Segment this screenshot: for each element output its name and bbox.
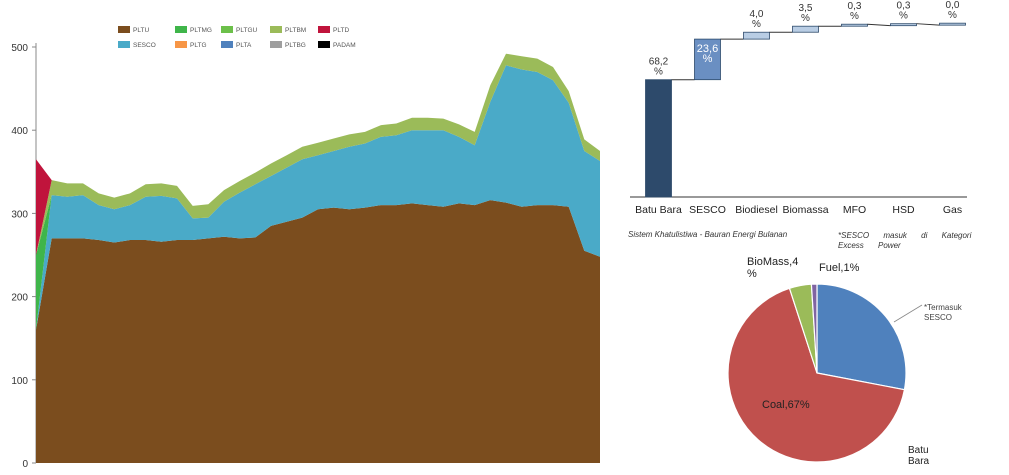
legend-label: PLTBG	[285, 42, 306, 49]
waterfall-value-label: %	[801, 13, 810, 24]
pie-chart: Coal,67% BioMass,4% Fuel,1% *Termasuk SESCO B…	[612, 232, 1009, 470]
waterfall-category-label: Batu Bara	[635, 204, 682, 216]
pie-slice-0	[816, 283, 907, 391]
pie-label-biomass: BioMass,4	[747, 256, 798, 268]
legend-swatch	[175, 26, 187, 33]
pie-label-coal: Coal,67%	[762, 399, 810, 411]
waterfall-category-label: HSD	[892, 204, 915, 216]
waterfall-bar-hsd	[890, 23, 917, 27]
waterfall-category-label: Biomassa	[782, 204, 828, 216]
y-tick-label: 100	[11, 376, 28, 387]
waterfall-value-label: 4,0	[750, 9, 764, 20]
waterfall-category-label: Biodiesel	[735, 204, 778, 216]
waterfall-bar-gas	[939, 22, 966, 26]
waterfall-caption: Sistem Khatulistiwa - Bauran Energi Bula…	[628, 230, 788, 239]
legend-label: PLTU	[133, 27, 149, 34]
waterfall-value-label: %	[752, 19, 761, 30]
waterfall-value-label: %	[703, 53, 713, 65]
legend-item-pltd: PLTD	[318, 26, 349, 34]
waterfall-value-label: %	[850, 11, 859, 22]
area-series-sesco	[36, 65, 600, 330]
stacked-area-chart: 0 100 200 300 400 500 PLTU PLTMG PLTGU PLTBM PLTD S…	[11, 26, 600, 470]
waterfall-value-label: 0,0	[946, 0, 960, 11]
stacked-area-svg: 0 100 200 300 400 500 PLTU PLTMG PLTGU PLTBM PLTD S…	[11, 26, 600, 470]
legend-item-plta: PLTA	[221, 41, 252, 49]
legend-label: PLTG	[190, 42, 207, 49]
waterfall-connector	[916, 23, 940, 26]
pie-slice-1	[727, 287, 906, 463]
waterfall-chart: 68,2% Batu Bara 23,6% SESCO 4,0% Biodiesel 3,5…	[612, 0, 1009, 232]
legend-swatch	[270, 26, 282, 33]
waterfall-value-label: 23,6	[697, 43, 718, 55]
legend-label: SESCO	[133, 42, 156, 49]
legend-item-sesco: SESCO	[118, 41, 156, 49]
waterfall-note: *SESCO masuk di Kategori Excess Power	[838, 231, 972, 250]
pie-label-biomass: %	[747, 268, 757, 280]
pie-callout-batu-bara: Bara	[908, 456, 930, 467]
legend-item-pltbg: PLTBG	[270, 41, 306, 49]
waterfall-category-label: MFO	[843, 204, 866, 216]
pie-callout-batu-bara: Batu	[908, 445, 929, 456]
waterfall-value-label: 68,2	[649, 57, 669, 68]
legend-swatch	[318, 26, 330, 33]
waterfall-connector	[867, 23, 891, 27]
waterfall-value-label: %	[654, 67, 663, 78]
waterfall-value-label: %	[899, 11, 908, 22]
legend-swatch	[175, 41, 187, 48]
pie-label-fuel: Fuel,1%	[819, 262, 860, 274]
waterfall-value-label: 3,5	[799, 3, 813, 14]
legend-item-padam: PADAM	[318, 41, 356, 49]
waterfall-value-label: 0,3	[848, 1, 862, 12]
legend-swatch	[118, 41, 130, 48]
waterfall-category-label: SESCO	[689, 204, 726, 216]
legend-label: PLTA	[236, 42, 252, 49]
legend-item-pltbm: PLTBM	[270, 26, 306, 34]
waterfall-category-label: Gas	[943, 204, 962, 216]
pie-callout-line	[893, 304, 923, 323]
legend-swatch	[318, 41, 330, 48]
legend-item-pltu: PLTU	[118, 26, 149, 34]
y-tick-label: 300	[11, 209, 28, 220]
waterfall-value-label: %	[948, 10, 957, 21]
legend-label: PLTBM	[285, 27, 306, 34]
y-tick-label: 400	[11, 126, 28, 137]
pie-slice-3	[810, 283, 818, 374]
waterfall-bar-biodiesel	[743, 31, 770, 40]
legend-swatch	[270, 41, 282, 48]
y-tick-label: 200	[11, 293, 28, 304]
legend-swatch	[221, 26, 233, 33]
legend-item-pltmg: PLTMG	[175, 26, 212, 34]
legend-swatch	[221, 41, 233, 48]
area-series-pltu	[36, 200, 600, 463]
waterfall-bar-biomassa	[792, 25, 819, 33]
pie-callout-sesco: *Termasuk	[924, 303, 963, 312]
legend-label: PADAM	[333, 42, 356, 49]
legend-label: PLTMG	[190, 27, 212, 34]
waterfall-svg: 68,2% Batu Bara 23,6% SESCO 4,0% Biodiesel 3,5…	[630, 0, 967, 216]
legend-item-pltg: PLTG	[175, 41, 207, 49]
waterfall-bar-batu-bara	[645, 79, 672, 198]
waterfall-value-label: 0,3	[897, 1, 911, 12]
pie-callout-sesco: SESCO	[924, 313, 952, 322]
legend-item-pltgu: PLTGU	[221, 26, 257, 34]
legend-swatch	[118, 26, 130, 33]
area-series-pltbm	[36, 53, 600, 256]
waterfall-bar-sesco	[694, 38, 721, 81]
y-tick-label: 500	[11, 43, 28, 54]
legend-label: PLTGU	[236, 27, 257, 34]
legend-label: PLTD	[333, 27, 349, 34]
y-tick-label: 0	[22, 459, 28, 470]
waterfall-bar-mfo	[841, 23, 868, 27]
